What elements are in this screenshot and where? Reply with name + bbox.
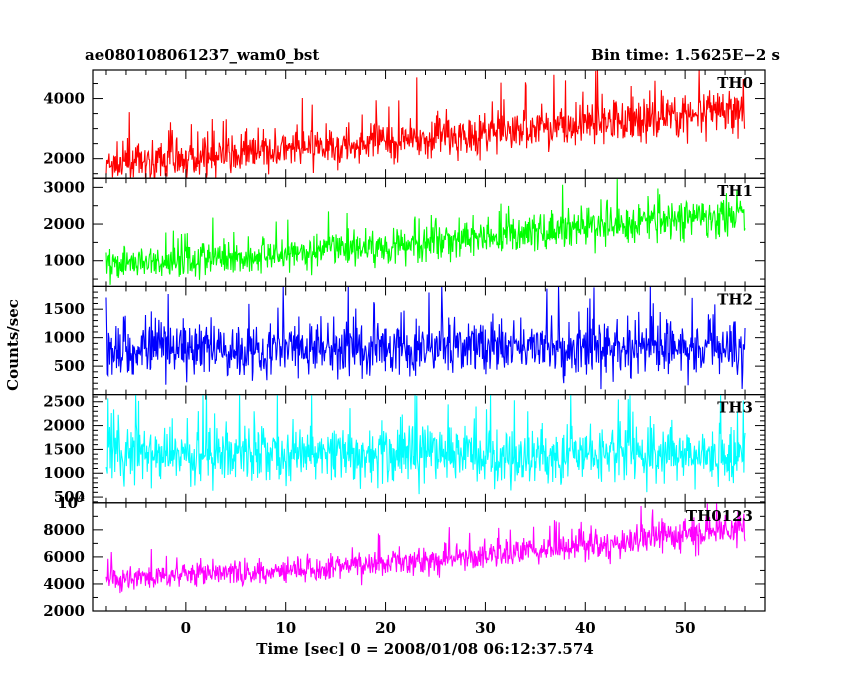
x-tick-label: 10: [275, 619, 296, 637]
x-axis-label: Time [sec] 0 = 2008/01/08 06:12:37.574: [256, 640, 593, 658]
panel-label-th0: TH0: [717, 74, 753, 92]
y-tick-label: 1500: [43, 300, 85, 318]
x-tick-label: 40: [575, 619, 596, 637]
y-tick-label: 3000: [43, 178, 85, 196]
panel-frame-th1: [92, 177, 766, 287]
series-line-th0: [105, 69, 746, 179]
y-tick-label: 500: [54, 488, 85, 506]
y-tick-label: 2000: [43, 150, 85, 168]
x-tick-label: 0: [181, 619, 191, 637]
panels-group: TH020004000TH1100020003000TH250010001500…: [43, 69, 766, 637]
series-line-th3: [105, 394, 746, 495]
x-tick-label: 50: [675, 619, 696, 637]
x-tick-label: 20: [375, 619, 396, 637]
y-tick-label: 500: [54, 357, 85, 375]
panel-label-th1: TH1: [717, 182, 753, 200]
x-tick-label: 30: [475, 619, 496, 637]
y-tick-label: 2500: [43, 393, 85, 411]
chart-title-right: Bin time: 1.5625E−2 s: [591, 46, 780, 64]
series-line-th0123: [105, 502, 746, 594]
series-line-th1: [105, 179, 746, 285]
y-tick-label: 1500: [43, 440, 85, 458]
y-tick-label-top: 104: [57, 493, 85, 512]
y-tick-label: 2000: [43, 602, 85, 620]
panel-label-th3: TH3: [717, 399, 753, 417]
y-axis-label: Counts/sec: [4, 299, 22, 391]
chart-title-left: ae080108061237_wam0_bst: [85, 46, 319, 64]
panel-label-th2: TH2: [717, 290, 753, 308]
y-tick-label: 4000: [43, 575, 85, 593]
y-tick-label: 6000: [43, 548, 85, 566]
y-tick-label: 2000: [43, 215, 85, 233]
y-tick-label: 4000: [43, 90, 85, 108]
series-line-th2: [105, 286, 746, 390]
panel-label-th0123: TH0123: [686, 507, 753, 525]
exponent-power: 4: [78, 493, 85, 504]
y-tick-label: 1000: [43, 252, 85, 270]
y-tick-label: 1000: [43, 464, 85, 482]
y-tick-label: 8000: [43, 521, 85, 539]
panel-frame-th0123: [92, 502, 766, 612]
exponent-base: 10: [57, 494, 78, 512]
y-tick-label: 2000: [43, 417, 85, 435]
y-tick-label: 1000: [43, 329, 85, 347]
